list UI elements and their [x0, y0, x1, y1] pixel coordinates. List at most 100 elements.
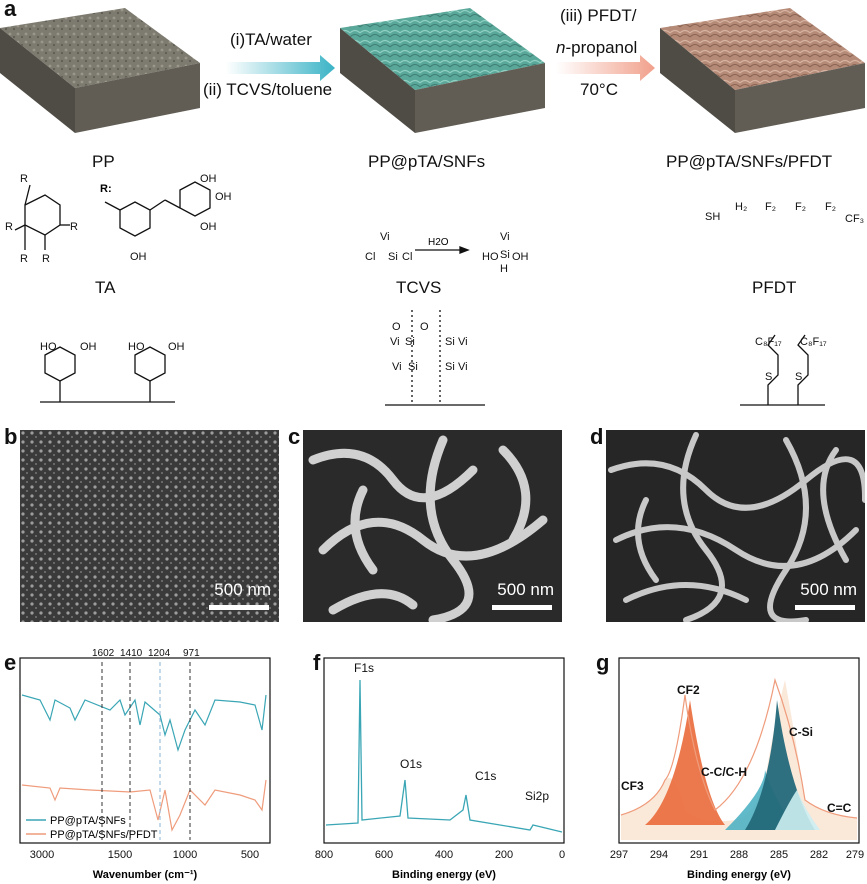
peak-label-si2p: Si2p: [525, 789, 549, 803]
legend-e-2: PP@pTA/SNFs/PFDT: [50, 829, 158, 841]
scale-bar-d: [795, 605, 855, 610]
peak-label-971: 971: [183, 648, 200, 659]
svg-text:Vi: Vi: [380, 231, 390, 243]
panel-b-letter: b: [4, 424, 18, 449]
tick-g-294: 294: [650, 849, 668, 861]
peak-lines-e: [101, 662, 191, 840]
pfdt-label: PFDT: [752, 278, 797, 297]
svg-text:Si: Si: [405, 336, 415, 348]
svg-text:Vi: Vi: [392, 361, 402, 373]
peak-label-1204: 1204: [148, 648, 171, 659]
tick-e-500: 500: [241, 849, 259, 861]
h2o-label: H2O: [428, 237, 449, 248]
svg-text:F₂: F₂: [825, 201, 836, 213]
svg-text:Si: Si: [445, 361, 455, 373]
tick-g-282: 282: [810, 849, 828, 861]
svg-text:HO: HO: [482, 251, 499, 263]
xlabel-f: Binding energy (eV): [392, 869, 496, 881]
svg-text:F₂: F₂: [765, 201, 776, 213]
step2-label: (ii) TCVS/toluene: [203, 80, 333, 99]
panel-g-letter: g: [596, 650, 610, 675]
chart-e: 1602 1410 1204 971 3000 1500 1000 500 Wa…: [19, 648, 271, 881]
svg-text:C₈F₁₇: C₈F₁₇: [800, 336, 827, 348]
panel-f-letter: f: [313, 650, 321, 675]
step1-label: (i)TA/water: [230, 30, 312, 49]
label-cf3: CF3: [621, 779, 644, 793]
tick-g-285: 285: [770, 849, 788, 861]
pp-snf-pfdt-label: PP@pTA/SNFs/PFDT: [666, 152, 833, 171]
arrow-step2: [556, 55, 655, 81]
svg-text:OH: OH: [80, 341, 97, 353]
svg-text:S: S: [765, 371, 772, 383]
svg-text:OH: OH: [215, 191, 232, 203]
tick-e-1000: 1000: [173, 849, 197, 861]
tick-f-800: 800: [315, 849, 333, 861]
step3c-label: 70°C: [580, 80, 618, 99]
tcvs-label: TCVS: [396, 278, 442, 297]
tick-e-1500: 1500: [108, 849, 132, 861]
sem-image-c: 500 nm: [303, 430, 562, 622]
peak-label-f1s: F1s: [354, 661, 374, 675]
svg-text:SH: SH: [705, 211, 720, 223]
tick-e-3000: 3000: [30, 849, 54, 861]
arrow-step1: [226, 55, 335, 81]
svg-text:C₈F₁₇: C₈F₁₇: [755, 336, 782, 348]
svg-text:R: R: [5, 221, 13, 233]
scale-label-b: 500 nm: [214, 580, 271, 599]
tick-f-600: 600: [375, 849, 393, 861]
svg-text:OH: OH: [168, 341, 185, 353]
label-cceq: C=C: [827, 801, 852, 815]
svg-text:OH: OH: [200, 221, 217, 233]
peak-cc2: [775, 790, 820, 830]
peak-label-c1s: C1s: [475, 769, 496, 783]
label-csi: C-Si: [789, 725, 813, 739]
svg-text:OH: OH: [130, 251, 147, 263]
scale-label-c: 500 nm: [497, 580, 554, 599]
xlabel-e: Wavenumber (cm⁻¹): [93, 869, 198, 881]
svg-text:O: O: [392, 321, 401, 333]
svg-text:Si: Si: [408, 361, 418, 373]
svg-text:Si: Si: [388, 251, 398, 263]
tick-f-0: 0: [559, 849, 565, 861]
scale-bar-b: [209, 605, 269, 610]
svg-text:Vi: Vi: [390, 336, 400, 348]
tick-g-297: 297: [610, 849, 628, 861]
step3b-label: n-propanol: [556, 38, 638, 57]
svg-text:OH: OH: [200, 173, 217, 185]
pp-snf-label: PP@pTA/SNFs: [368, 152, 486, 171]
svg-text:S: S: [795, 371, 802, 383]
pp-snf-pfdt-block: [660, 8, 865, 133]
tick-g-288: 288: [730, 849, 748, 861]
svg-text:R: R: [20, 253, 28, 265]
svg-text:Si: Si: [445, 336, 455, 348]
substrate-illustrations: [0, 8, 865, 133]
label-cc: C-C/C-H: [701, 765, 747, 779]
series-e-2: [21, 779, 267, 832]
svg-text:R: R: [70, 221, 78, 233]
svg-text:Cl: Cl: [365, 251, 375, 263]
xlabel-g: Binding energy (eV): [687, 869, 791, 881]
pp-snf-block: [340, 8, 545, 133]
svg-text:OH: OH: [512, 251, 529, 263]
svg-text:Vi: Vi: [458, 336, 468, 348]
peak-cf2: [645, 700, 725, 825]
svg-text:O: O: [420, 321, 429, 333]
svg-text:Vi: Vi: [458, 361, 468, 373]
tick-f-400: 400: [435, 849, 453, 861]
tick-g-291: 291: [690, 849, 708, 861]
ta-label: TA: [95, 278, 116, 297]
chart-g: CF3 CF2 C-C/C-H C-Si C=C 297 294 291 288…: [610, 657, 864, 881]
pp-label: PP: [92, 152, 115, 171]
scale-label-d: 500 nm: [800, 580, 857, 599]
svg-text:F₂: F₂: [795, 201, 806, 213]
chart-f: F1s O1s C1s Si2p 800 600 400 200 0 Bindi…: [315, 657, 565, 881]
series-e-1: [21, 694, 267, 753]
pp-block: [0, 8, 200, 133]
svg-text:HO: HO: [128, 341, 145, 353]
svg-text:H₂: H₂: [735, 201, 747, 213]
svg-text:R: R: [42, 253, 50, 265]
panel-d-letter: d: [590, 424, 604, 449]
peak-label-1602: 1602: [92, 648, 115, 659]
panel-a-letter: a: [4, 0, 17, 21]
svg-text:Si: Si: [500, 249, 510, 261]
